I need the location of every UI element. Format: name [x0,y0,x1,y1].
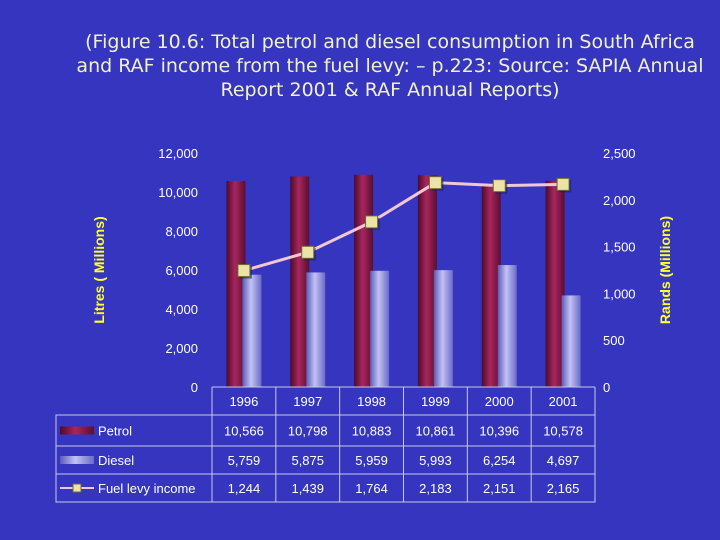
title-line-3: Report 2001 & RAF Annual Reports) [220,79,560,101]
marker-1998 [365,215,379,229]
bar-series [226,174,581,387]
title-line-1: (Figure 10.6: Total petrol and diesel co… [85,31,695,53]
bar-diesel-1996 [242,274,262,387]
y-tick-left-0: 0 [191,380,198,395]
table-cell: 5,875 [291,453,324,468]
table-cell: 10,861 [416,424,456,439]
y-tick-left-6,000: 6,000 [165,263,198,278]
table-cell: 5,959 [355,453,388,468]
table-cell: 1,764 [355,481,388,496]
plot-background [212,153,595,387]
axes: 0 2,000 4,000 6,000 8,000 10,000 12,000 0 500 1,0… [158,146,635,395]
page-title: (Figure 10.6: Total petrol and diesel co… [40,30,720,102]
table-row-label-1: Diesel [98,453,134,468]
fuel-levy-polyline [243,181,564,273]
table-cell: 10,396 [479,424,519,439]
marker-2000 [492,179,506,193]
bar-petrol-2001 [545,180,565,387]
y-tick-left-10,000: 10,000 [158,185,198,200]
table-cell: 1,244 [228,481,261,496]
marker-1997 [301,245,315,259]
table-cell: 10,798 [288,424,328,439]
bar-petrol-2000 [481,184,501,387]
y-axis-left-title: Litres ( Millions) [91,216,107,323]
title-line-2: and RAF income from the fuel levy: – p.2… [76,55,704,77]
x-tick-2000: 2000 [485,394,514,409]
table-cell: 10,566 [224,424,264,439]
y-tick-right-1,500: 1,500 [603,240,636,255]
legend-key-petrol [60,426,94,435]
bar-diesel-2001 [561,295,581,387]
y-tick-right-1,000: 1,000 [603,286,636,301]
bar-petrol-1996 [226,180,246,387]
table-cell: 2,151 [483,481,516,496]
legend-key-diesel [60,456,94,464]
table-row-label-0: Petrol [98,424,132,439]
marker-2001 [556,177,570,191]
x-tick-1999: 1999 [421,394,450,409]
table-cell: 6,254 [483,453,516,468]
y-tick-left-4,000: 4,000 [165,302,198,317]
table-row-label-2: Fuel levy income [98,481,196,496]
bar-petrol-1999 [417,175,437,387]
table-cell: 1,439 [291,481,324,496]
table-cell: 5,993 [419,453,452,468]
y-tick-right-2,000: 2,000 [603,193,636,208]
bar-diesel-1997 [306,272,326,387]
legend-key-fuel-levy-marker [72,483,82,493]
bar-petrol-1997 [290,176,310,387]
y-tick-right-0: 0 [603,380,610,395]
bar-diesel-2000 [497,265,517,387]
table-cell: 2,165 [547,481,580,496]
x-tick-1998: 1998 [357,394,386,409]
data-table: 1996 1997 1998 1999 2000 2001 Petrol 10,566 10,7… [55,386,596,503]
table-cell: 10,578 [543,424,583,439]
bar-diesel-1999 [433,270,453,387]
x-tick-1997: 1997 [293,394,322,409]
y-tick-right-2,500: 2,500 [603,146,636,161]
x-tick-2001: 2001 [549,394,578,409]
x-tick-1996: 1996 [229,394,258,409]
y-tick-right-500: 500 [603,333,625,348]
y-tick-left-2,000: 2,000 [165,341,198,356]
y-tick-left-8,000: 8,000 [165,224,198,239]
table-cell: 10,883 [352,424,392,439]
marker-1999 [428,176,442,190]
table-cell: 2,183 [419,481,452,496]
table-cell: 4,697 [547,453,580,468]
y-tick-left-12,000: 12,000 [158,146,198,161]
y-axis-right-title: Rands (Millions) [657,216,673,324]
marker-1996 [237,264,251,278]
bar-diesel-1998 [370,270,390,387]
table-cell: 5,759 [228,453,261,468]
plot-area [212,153,595,387]
fuel-levy-line [237,176,572,279]
